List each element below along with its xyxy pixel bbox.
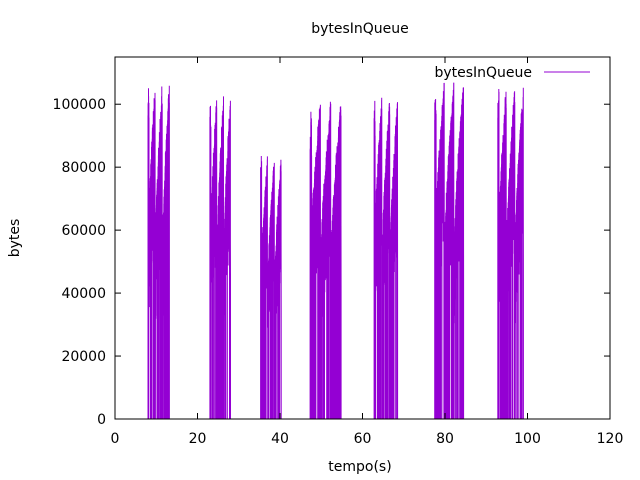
- y-tick-label: 40000: [61, 286, 106, 302]
- y-tick-label: 20000: [61, 349, 106, 365]
- y-tick-label: 100000: [53, 97, 106, 113]
- x-tick-label: 60: [354, 431, 372, 447]
- x-tick-label: 20: [189, 431, 207, 447]
- y-tick-label: 80000: [61, 160, 106, 176]
- series-burst-4: [309, 101, 342, 420]
- chart-title: bytesInQueue: [311, 21, 409, 37]
- x-tick-label: 120: [597, 431, 624, 447]
- y-tick-label: 0: [97, 412, 106, 428]
- plot-series-lines: [147, 82, 524, 420]
- x-tick-label: 40: [271, 431, 289, 447]
- y-axis-label: bytes: [7, 219, 23, 258]
- x-tick-label: 100: [514, 431, 541, 447]
- x-tick-label: 80: [436, 431, 454, 447]
- x-axis-label: tempo(s): [328, 459, 391, 475]
- series-burst-7: [497, 87, 524, 420]
- y-axis-ticks: 0 20000 40000 60000 80000 100000: [53, 97, 610, 428]
- series-burst-6: [434, 82, 465, 420]
- legend: bytesInQueue: [434, 65, 590, 81]
- series-burst-2: [209, 96, 231, 420]
- y-tick-label: 60000: [61, 223, 106, 239]
- plot-frame: [114, 56, 611, 420]
- series-burst-1: [147, 85, 170, 420]
- series-burst-5: [373, 97, 399, 420]
- x-axis-ticks: 0 20 40 60 80 100 120: [111, 57, 624, 447]
- series-burst-3: [260, 156, 282, 420]
- legend-label: bytesInQueue: [434, 65, 532, 81]
- x-tick-label: 0: [111, 431, 120, 447]
